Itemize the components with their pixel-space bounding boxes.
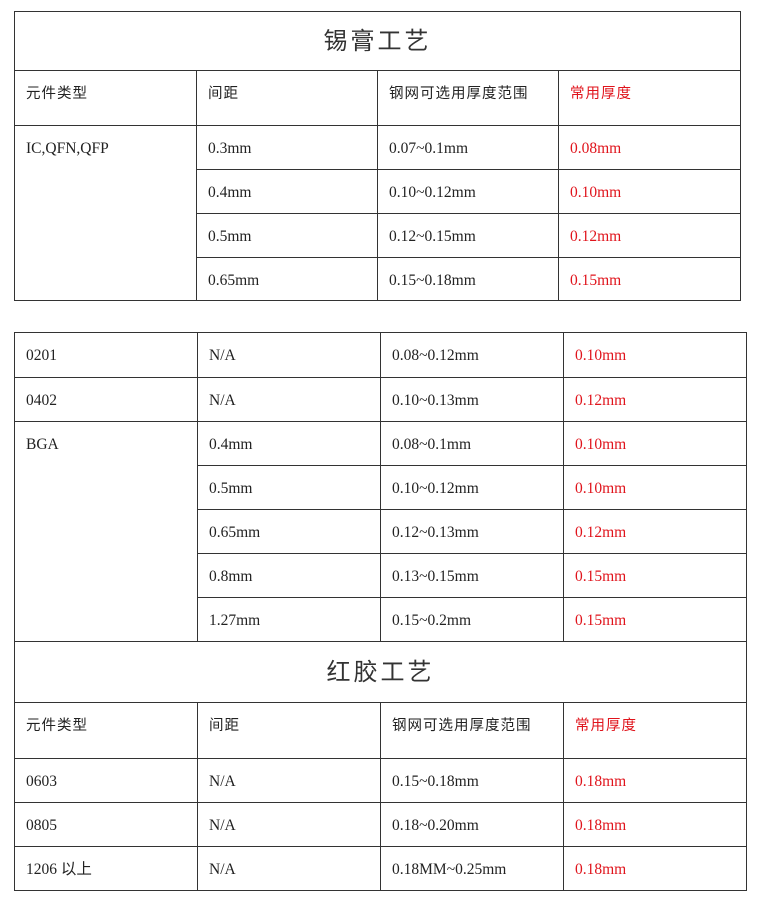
pitch-cell: 0.65mm xyxy=(197,509,381,554)
header-component-type: 元件类型 xyxy=(14,70,197,126)
table-row: IC,QFN,QFP 0.3mm 0.07~0.1mm 0.08mm xyxy=(14,125,741,301)
pitch-cell: 0.4mm xyxy=(197,421,381,466)
stencil-range-cell: 0.18MM~0.25mm xyxy=(380,846,564,891)
common-thickness-cell: 0.10mm xyxy=(563,421,747,466)
header-stencil-range: 钢网可选用厚度范围 xyxy=(377,70,559,126)
pitch-cell: N/A xyxy=(197,758,381,803)
solder-paste-continued-and-red-glue-table: 0201 N/A 0.08~0.12mm 0.10mm 0402 N/A 0.10~0.13… xyxy=(14,332,747,891)
pitch-cell: 0.4mm xyxy=(196,169,378,214)
common-thickness-cell: 0.15mm xyxy=(563,597,747,642)
stencil-range-cell: 0.15~0.18mm xyxy=(380,758,564,803)
component-type-cell: BGA xyxy=(14,421,198,642)
pitch-cell: 0.5mm xyxy=(197,465,381,510)
section-title-row: 红胶工艺 xyxy=(14,641,747,703)
common-thickness-cell: 0.18mm xyxy=(563,802,747,847)
table-row: 0805 N/A 0.18~0.20mm 0.18mm xyxy=(14,802,747,847)
header-common-thickness: 常用厚度 xyxy=(558,70,741,126)
stencil-range-cell: 0.07~0.1mm xyxy=(377,125,559,170)
stencil-range-cell: 0.13~0.15mm xyxy=(380,553,564,598)
table-row: 0.8mm 0.13~0.15mm 0.15mm xyxy=(15,553,747,598)
pitch-cell: 0.5mm xyxy=(196,213,378,258)
pitch-cell: N/A xyxy=(197,332,381,378)
header-row: 元件类型 间距 钢网可选用厚度范围 常用厚度 xyxy=(14,702,747,759)
table-row: 0.4mm 0.10~0.12mm 0.10mm xyxy=(15,169,741,214)
common-thickness-cell: 0.10mm xyxy=(563,465,747,510)
table-row: 0.5mm 0.10~0.12mm 0.10mm xyxy=(15,465,747,510)
section-title-row: 锡膏工艺 xyxy=(14,11,741,71)
header-pitch: 间距 xyxy=(197,702,381,759)
pitch-cell: 0.65mm xyxy=(196,257,378,301)
common-thickness-cell: 0.12mm xyxy=(563,509,747,554)
component-type-cell: 1206 以上 xyxy=(14,846,198,891)
pitch-cell: N/A xyxy=(197,802,381,847)
stencil-range-cell: 0.15~0.18mm xyxy=(377,257,559,301)
header-row: 元件类型 间距 钢网可选用厚度范围 常用厚度 xyxy=(14,70,741,126)
table-row: 0603 N/A 0.15~0.18mm 0.18mm xyxy=(14,758,747,803)
table-row: 1.27mm 0.15~0.2mm 0.15mm xyxy=(15,597,747,642)
table-row: 0402 N/A 0.10~0.13mm 0.12mm xyxy=(14,377,747,422)
solder-paste-table: 锡膏工艺 元件类型 间距 钢网可选用厚度范围 常用厚度 IC,QFN,QFP 0.3mm 0.… xyxy=(14,11,741,301)
table-row: 0201 N/A 0.08~0.12mm 0.10mm xyxy=(14,332,747,378)
stencil-range-cell: 0.15~0.2mm xyxy=(380,597,564,642)
stencil-range-cell: 0.08~0.12mm xyxy=(380,332,564,378)
pitch-cell: 1.27mm xyxy=(197,597,381,642)
common-thickness-cell: 0.10mm xyxy=(563,332,747,378)
pitch-cell: N/A xyxy=(197,846,381,891)
header-common-thickness: 常用厚度 xyxy=(563,702,747,759)
common-thickness-cell: 0.18mm xyxy=(563,758,747,803)
header-component-type: 元件类型 xyxy=(14,702,198,759)
common-thickness-cell: 0.10mm xyxy=(558,169,741,214)
stencil-range-cell: 0.10~0.12mm xyxy=(380,465,564,510)
component-type-cell: 0805 xyxy=(14,802,198,847)
common-thickness-cell: 0.12mm xyxy=(558,213,741,258)
component-type-cell: 0201 xyxy=(14,332,198,378)
pitch-cell: 0.3mm xyxy=(196,125,378,170)
table-row: 0.65mm 0.12~0.13mm 0.12mm xyxy=(15,509,747,554)
common-thickness-cell: 0.15mm xyxy=(563,553,747,598)
pitch-cell: N/A xyxy=(197,377,381,422)
section-title: 锡膏工艺 xyxy=(14,11,741,71)
common-thickness-cell: 0.15mm xyxy=(558,257,741,301)
component-type-cell: 0402 xyxy=(14,377,198,422)
section-title: 红胶工艺 xyxy=(14,641,747,703)
stencil-range-cell: 0.10~0.12mm xyxy=(377,169,559,214)
header-stencil-range: 钢网可选用厚度范围 xyxy=(380,702,564,759)
stencil-range-cell: 0.08~0.1mm xyxy=(380,421,564,466)
common-thickness-cell: 0.12mm xyxy=(563,377,747,422)
table-row: 1206 以上 N/A 0.18MM~0.25mm 0.18mm xyxy=(14,846,747,891)
pitch-cell: 0.8mm xyxy=(197,553,381,598)
stencil-range-cell: 0.12~0.15mm xyxy=(377,213,559,258)
stencil-range-cell: 0.10~0.13mm xyxy=(380,377,564,422)
stencil-range-cell: 0.12~0.13mm xyxy=(380,509,564,554)
stencil-range-cell: 0.18~0.20mm xyxy=(380,802,564,847)
component-type-cell: 0603 xyxy=(14,758,198,803)
header-pitch: 间距 xyxy=(196,70,378,126)
table-row: 0.5mm 0.12~0.15mm 0.12mm xyxy=(15,213,741,258)
component-type-cell: IC,QFN,QFP xyxy=(14,125,197,301)
table-row: 0.65mm 0.15~0.18mm 0.15mm xyxy=(15,257,741,301)
common-thickness-cell: 0.08mm xyxy=(558,125,741,170)
table-row: BGA 0.4mm 0.08~0.1mm 0.10mm xyxy=(14,421,747,642)
common-thickness-cell: 0.18mm xyxy=(563,846,747,891)
